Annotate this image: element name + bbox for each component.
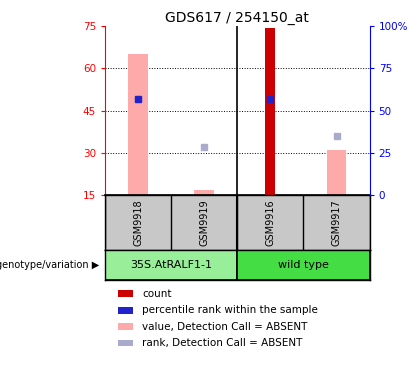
Bar: [118, 323, 133, 330]
Title: GDS617 / 254150_at: GDS617 / 254150_at: [165, 11, 309, 25]
Text: percentile rank within the sample: percentile rank within the sample: [142, 305, 318, 315]
Text: wild type: wild type: [278, 260, 329, 270]
Bar: [118, 290, 133, 297]
Bar: [105, 250, 237, 280]
Text: rank, Detection Call = ABSENT: rank, Detection Call = ABSENT: [142, 338, 302, 348]
Bar: [237, 250, 370, 280]
Bar: [194, 190, 214, 195]
Text: GSM9917: GSM9917: [331, 199, 341, 246]
Bar: [128, 54, 148, 195]
Bar: [118, 307, 133, 314]
Bar: [118, 340, 133, 347]
Bar: [327, 150, 346, 195]
Text: value, Detection Call = ABSENT: value, Detection Call = ABSENT: [142, 322, 307, 332]
Text: GSM9919: GSM9919: [199, 199, 209, 246]
Text: genotype/variation ▶: genotype/variation ▶: [0, 260, 100, 270]
Text: 35S.AtRALF1-1: 35S.AtRALF1-1: [130, 260, 212, 270]
Bar: [265, 29, 276, 195]
Text: GSM9916: GSM9916: [265, 199, 276, 246]
Text: GSM9918: GSM9918: [133, 199, 143, 246]
Text: count: count: [142, 289, 171, 299]
